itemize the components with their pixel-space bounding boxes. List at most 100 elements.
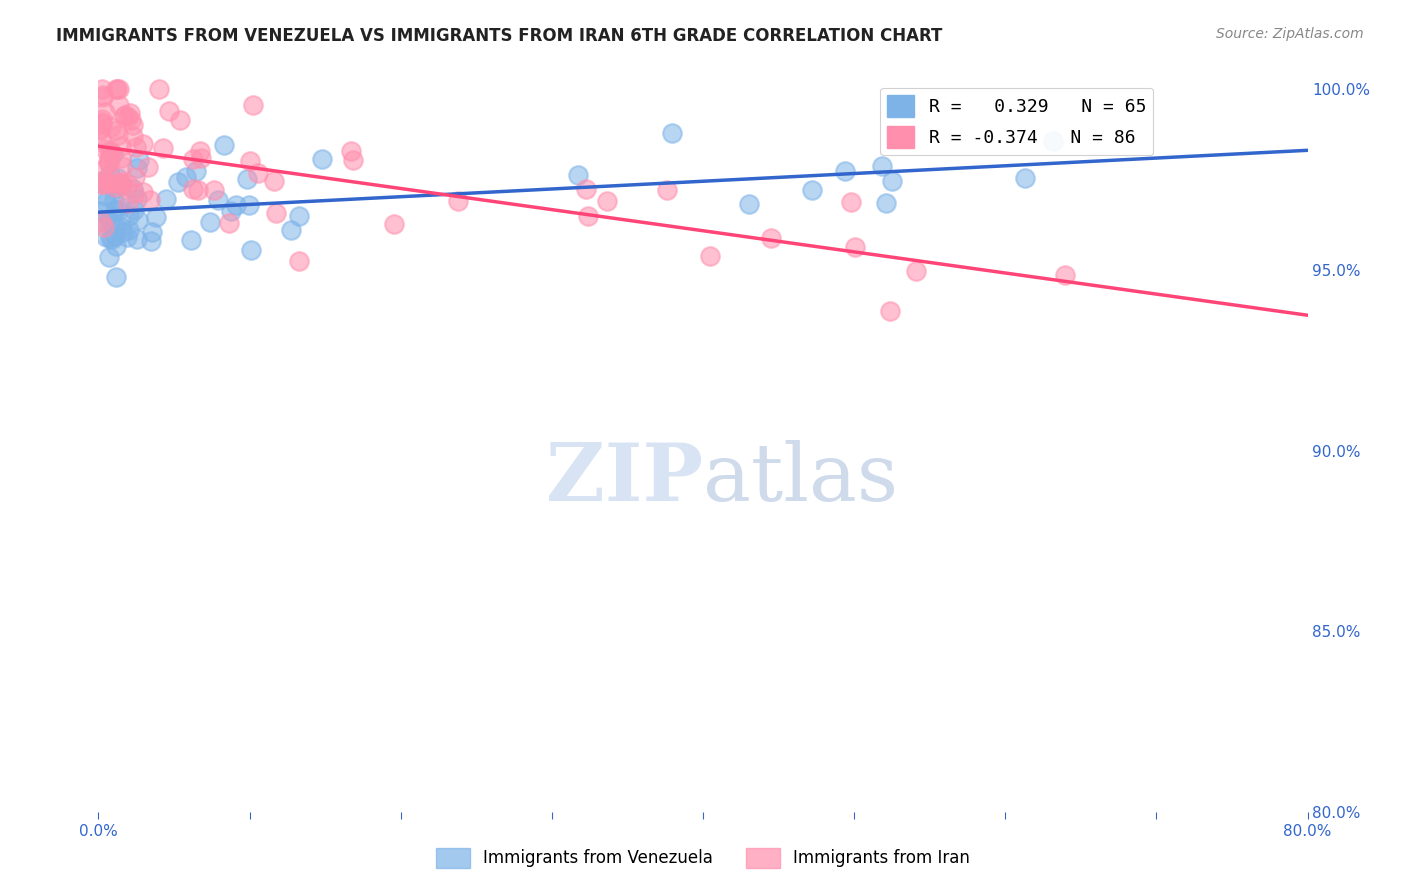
Immigrants from Venezuela (870, 159, 893, 173)
Immigrants from Iran (190, 151, 212, 165)
Immigrants from Iran (1053, 268, 1076, 282)
Immigrants from Venezuela (103, 147, 125, 161)
Immigrants from Iran (100, 120, 122, 134)
Text: Source: ZipAtlas.com: Source: ZipAtlas.com (1216, 27, 1364, 41)
Immigrants from Iran (117, 110, 139, 124)
Immigrants from Venezuela (880, 174, 903, 188)
Immigrants from Iran (93, 219, 115, 234)
Immigrants from Iran (90, 215, 112, 229)
Immigrants from Venezuela (108, 199, 131, 213)
Immigrants from Iran (111, 178, 134, 192)
Immigrants from Iran (218, 216, 240, 230)
Immigrants from Iran (91, 117, 114, 131)
Immigrants from Iran (122, 128, 145, 143)
Immigrants from Venezuela (104, 239, 127, 253)
Immigrants from Venezuela (103, 193, 125, 207)
Immigrants from Iran (110, 151, 132, 165)
Immigrants from Venezuela (93, 188, 115, 202)
Immigrants from Iran (879, 303, 901, 318)
Immigrants from Venezuela (875, 195, 897, 210)
Text: ZIP: ZIP (546, 440, 703, 517)
Immigrants from Iran (108, 98, 131, 112)
Immigrants from Venezuela (1014, 170, 1036, 185)
Immigrants from Iran (107, 128, 129, 142)
Immigrants from Iran (202, 183, 225, 197)
Immigrants from Venezuela (198, 215, 221, 229)
Immigrants from Venezuela (97, 214, 120, 228)
Immigrants from Iran (97, 155, 120, 169)
Immigrants from Iran (117, 195, 139, 210)
Immigrants from Venezuela (108, 202, 131, 217)
Immigrants from Venezuela (184, 163, 207, 178)
Immigrants from Iran (382, 217, 405, 231)
Immigrants from Iran (342, 153, 364, 167)
Immigrants from Venezuela (110, 219, 132, 234)
Immigrants from Venezuela (104, 219, 127, 233)
Immigrants from Iran (94, 175, 117, 189)
Immigrants from Venezuela (174, 169, 197, 184)
Immigrants from Iran (578, 209, 600, 223)
Immigrants from Venezuela (101, 232, 124, 246)
Immigrants from Venezuela (110, 178, 132, 193)
Immigrants from Iran (107, 176, 129, 190)
Immigrants from Venezuela (104, 180, 127, 194)
Immigrants from Iran (108, 82, 131, 96)
Immigrants from Iran (131, 136, 153, 151)
Immigrants from Venezuela (104, 203, 127, 218)
Immigrants from Venezuela (567, 168, 589, 182)
Immigrants from Venezuela (118, 209, 141, 223)
Immigrants from Venezuela (240, 244, 263, 258)
Immigrants from Iran (93, 173, 115, 187)
Immigrants from Venezuela (98, 167, 121, 181)
Immigrants from Iran (91, 135, 114, 149)
Legend: R =   0.329   N = 65, R = -0.374   N = 86: R = 0.329 N = 65, R = -0.374 N = 86 (880, 87, 1153, 155)
Immigrants from Iran (110, 139, 132, 153)
Legend: Immigrants from Venezuela, Immigrants from Iran: Immigrants from Venezuela, Immigrants fr… (430, 841, 976, 875)
Immigrants from Iran (264, 206, 287, 220)
Immigrants from Venezuela (145, 210, 167, 224)
Immigrants from Venezuela (128, 153, 150, 167)
Immigrants from Venezuela (111, 225, 134, 239)
Immigrants from Venezuela (97, 250, 120, 264)
Immigrants from Venezuela (96, 195, 118, 210)
Immigrants from Iran (904, 264, 927, 278)
Immigrants from Iran (125, 139, 148, 153)
Immigrants from Venezuela (661, 126, 683, 140)
Immigrants from Iran (263, 174, 285, 188)
Immigrants from Iran (124, 169, 146, 184)
Immigrants from Venezuela (98, 231, 121, 245)
Immigrants from Iran (136, 161, 159, 175)
Immigrants from Iran (100, 145, 122, 159)
Immigrants from Iran (117, 177, 139, 191)
Immigrants from Iran (139, 194, 162, 208)
Immigrants from Iran (844, 240, 866, 254)
Text: atlas: atlas (703, 440, 898, 517)
Immigrants from Iran (89, 123, 111, 137)
Immigrants from Iran (132, 186, 155, 200)
Immigrants from Iran (91, 177, 114, 191)
Immigrants from Iran (101, 176, 124, 190)
Immigrants from Iran (181, 152, 204, 166)
Immigrants from Iran (239, 154, 262, 169)
Immigrants from Venezuela (834, 164, 856, 178)
Immigrants from Iran (114, 108, 136, 122)
Immigrants from Iran (91, 115, 114, 129)
Immigrants from Iran (105, 82, 128, 96)
Immigrants from Venezuela (280, 223, 302, 237)
Immigrants from Venezuela (288, 210, 311, 224)
Immigrants from Iran (188, 144, 211, 158)
Immigrants from Iran (122, 118, 145, 132)
Immigrants from Venezuela (212, 138, 235, 153)
Immigrants from Venezuela (167, 175, 190, 189)
Immigrants from Venezuela (236, 172, 259, 186)
Immigrants from Venezuela (127, 213, 149, 227)
Immigrants from Iran (183, 182, 205, 196)
Immigrants from Iran (187, 184, 209, 198)
Immigrants from Iran (97, 152, 120, 166)
Immigrants from Iran (91, 82, 114, 96)
Immigrants from Venezuela (104, 269, 127, 284)
Immigrants from Iran (152, 141, 174, 155)
Immigrants from Iran (91, 90, 114, 104)
Immigrants from Iran (120, 113, 142, 128)
Immigrants from Venezuela (738, 196, 761, 211)
